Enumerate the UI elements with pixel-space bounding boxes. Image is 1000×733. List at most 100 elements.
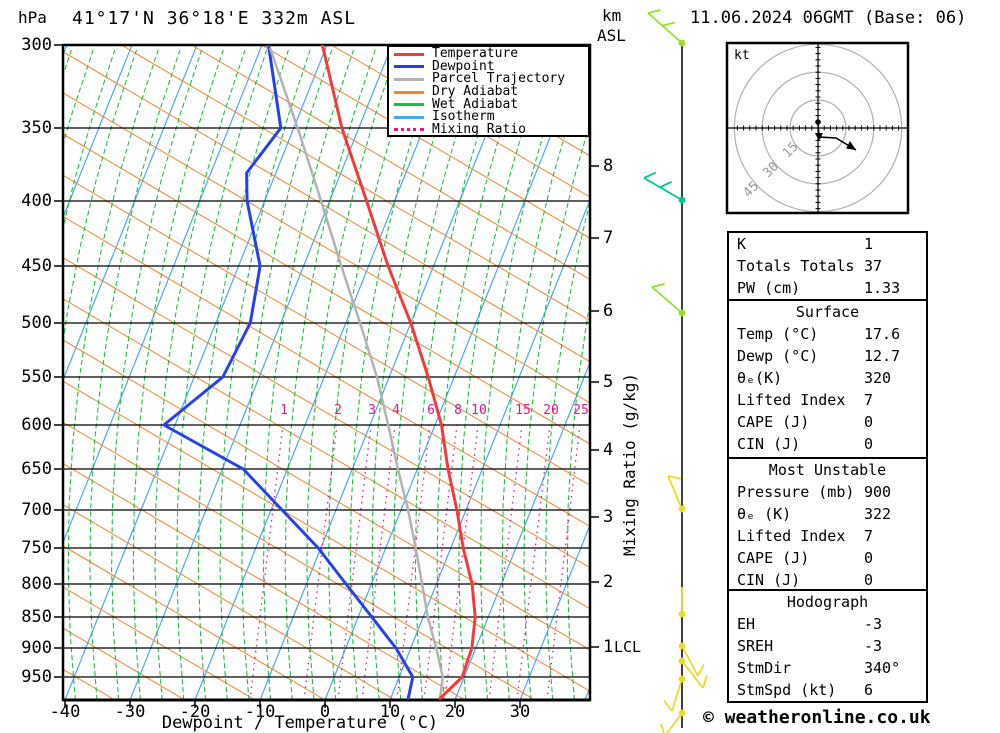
legend-line-sample [394,115,424,119]
legend-item: Isotherm [389,110,588,124]
mixing-ratio-axis-label: Mixing Ratio (g/kg) [620,372,639,556]
temp-tick-label: 0 [319,702,331,722]
hodograph-unit-label: kt [734,48,750,63]
sounding-curves [162,45,477,700]
temp-tick-label: 30 [509,702,531,722]
table-row: Pressure (mb) 900 [729,481,926,503]
pressure-tick-label: 600 [21,415,52,435]
pressure-tick-label: 700 [21,500,52,520]
temp-tick-label: -10 [244,702,276,722]
plot-border [61,43,592,702]
km-tick-label: 4 [603,440,614,460]
most-unstable-table: Most Unstable Pressure (mb) 900 θₑ (K) 322… [727,457,928,591]
row-label: SREH [737,637,774,655]
row-value: 37 [864,257,883,275]
km-unit-label: km [602,6,622,25]
row-value: -3 [864,615,883,633]
row-label: θₑ (K) [737,505,792,523]
wind-barb [678,642,705,677]
table-row: EH -3 [729,613,926,635]
mixing-ratio-label: 10 [471,403,487,418]
row-value: 322 [864,505,892,523]
row-value: 900 [864,483,892,501]
table-row: θₑ(K) 320 [729,367,926,389]
asl-unit-label: ASL [597,26,626,45]
row-label: θₑ(K) [737,369,783,387]
wind-barb [647,9,686,47]
table-row: Totals Totals 37 [729,255,926,277]
pressure-tick-label: 950 [21,667,52,687]
wind-barb [678,657,708,689]
date-header: 11.06.2024 06GMT (Base: 06) [690,8,967,28]
row-value: 340° [864,659,901,677]
legend-item-label: Parcel Trajectory [432,71,566,87]
km-tick-label: 1 [603,637,614,657]
row-value: 17.6 [864,325,901,343]
km-tick-label: 6 [603,301,614,321]
km-tick-label: 5 [603,372,614,392]
pressure-tick-label: 850 [21,607,52,627]
skewt-background [63,45,590,700]
hodograph-table: Hodograph EH -3 SREH -3 StmDir 340° StmSpd … [727,589,928,703]
row-label: CAPE (J) [737,413,810,431]
km-tick-label: 2 [603,572,614,592]
mixing-ratio-label: 25 [573,403,589,418]
table-row: CAPE (J) 0 [729,411,926,433]
row-label: CIN (J) [737,435,801,453]
row-value: 7 [864,391,874,409]
table-row: StmDir 340° [729,657,926,679]
table-header: Most Unstable [768,461,887,479]
mixing-ratio-label: 20 [543,403,559,418]
legend-item-label: Mixing Ratio [432,121,526,137]
table-row: θₑ (K) 322 [729,503,926,525]
legend-line-sample [394,52,424,56]
pressure-tick-label: 550 [21,367,52,387]
row-value: 1.33 [864,279,901,297]
pressure-tick-label: 800 [21,574,52,594]
wind-barb [667,475,686,513]
legend-item: Wet Adiabat [389,98,588,111]
pressure-unit-label: hPa [18,8,47,27]
row-value: 6 [864,681,874,699]
row-value: 1 [864,235,874,253]
row-label: Lifted Index [737,527,846,545]
legend: Temperature Dewpoint Parcel Trajectory Dry … [387,45,590,137]
pressure-tick-label: 400 [21,191,52,211]
wind-barb [651,282,686,317]
pressure-tick-label: 750 [21,538,52,558]
row-label: Pressure (mb) [737,483,855,501]
row-label: Lifted Index [737,391,846,409]
pressure-tick-label: 500 [21,313,52,333]
wind-barb [660,709,686,733]
pressure-tick-label: 900 [21,638,52,658]
row-label: CAPE (J) [737,549,810,567]
row-label: K [737,235,747,253]
legend-line-sample [394,90,424,94]
legend-line-sample [394,65,424,69]
table-row: Lifted Index 7 [729,389,926,411]
surface-table: Surface Temp (°C) 17.6 Dewp (°C) 12.7 θₑ(K… [727,299,928,459]
row-label: Dewp (°C) [737,347,819,365]
km-tick-label: 8 [603,156,614,176]
table-row: Temp (°C) 17.6 [729,323,926,345]
row-label: PW (cm) [737,279,801,297]
table-row: StmSpd (kt) 6 [729,679,926,701]
indices-table: K 1 Totals Totals 37 PW (cm) 1.33 [727,231,928,301]
table-row: SREH -3 [729,635,926,657]
row-value: -3 [864,637,883,655]
temp-tick-label: -40 [49,702,81,722]
row-value: 320 [864,369,892,387]
table-header: Hodograph [786,593,869,611]
pressure-tick-label: 350 [21,118,52,138]
row-value: 7 [864,527,874,545]
legend-item: Dry Adiabat [389,85,588,99]
row-value: 0 [864,435,874,453]
legend-line-sample [394,77,424,81]
table-row: CIN (J) 0 [729,433,926,455]
row-value: 0 [864,571,874,589]
x-axis-title: Dewpoint / Temperature (°C) [161,713,439,733]
row-value: 12.7 [864,347,901,365]
mixing-ratio-label: 15 [515,403,531,418]
